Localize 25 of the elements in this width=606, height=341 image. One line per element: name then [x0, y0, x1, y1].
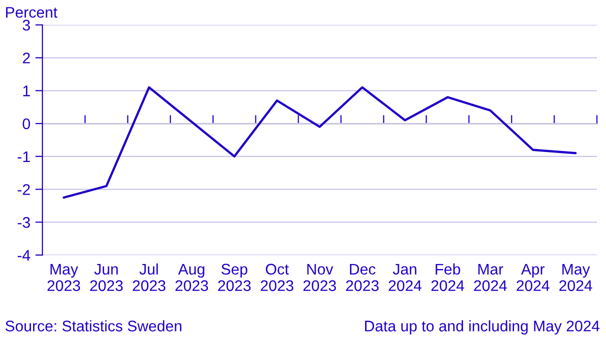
x-tick-label: Nov 2023 [303, 264, 336, 292]
x-tick-label: Feb 2024 [431, 263, 464, 292]
y-tick-label: 2 [22, 52, 30, 64]
text: Data up to and including May 2024 [365, 320, 600, 334]
x-tick-label: Dec 2023 [346, 264, 379, 292]
y-tick-label: -3 [18, 217, 30, 228]
y-axis-title: Percent [6, 7, 58, 18]
x-tick-label: Mar 2024 [474, 264, 507, 292]
x-tick-label: May 2023 [48, 264, 80, 292]
y-tick-label: 3 [22, 20, 30, 31]
x-tick-label: Apr 2024 [516, 264, 550, 292]
x-tick-label: Jun 2023 [90, 264, 123, 292]
line-series [62, 86, 577, 199]
y-tick-label: -2 [18, 184, 30, 195]
x-tick-label: Sep 2023 [218, 264, 251, 292]
x-tick-label: May 2024 [559, 264, 592, 292]
x-tick-label: Jan 2024 [388, 264, 422, 292]
source-note: Source: Statistics Sweden [6, 320, 182, 332]
y-tick-label: -1 [18, 151, 30, 162]
y-tick-label: -4 [18, 250, 30, 261]
x-tick-label: Oct 2023 [260, 264, 294, 292]
y-tick-label: 1 [23, 86, 30, 96]
x-tick-label: Aug 2023 [175, 264, 208, 292]
y-tick-label: 0 [22, 118, 30, 130]
x-tick-label: Jul 2023 [132, 263, 166, 292]
